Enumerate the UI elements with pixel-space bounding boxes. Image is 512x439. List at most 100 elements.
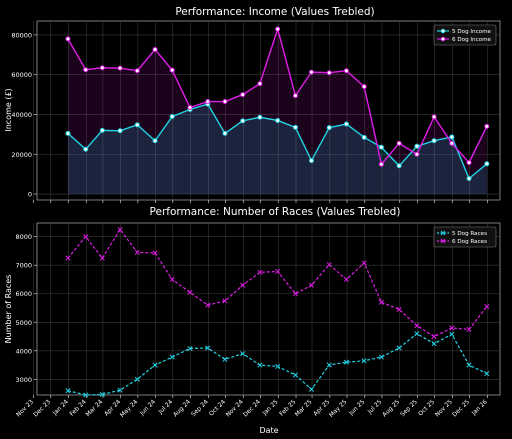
point xyxy=(187,289,193,295)
y-tick-label: 8000 xyxy=(15,233,32,241)
races-plot-area xyxy=(36,222,501,396)
income-y-axis-label: Income (£) xyxy=(4,88,13,131)
legend-item[interactable]: 6 Dog Income xyxy=(437,36,492,43)
point xyxy=(431,333,437,340)
income-chart-title: Performance: Income (Values Trebled) xyxy=(175,6,374,18)
races-series xyxy=(65,227,490,398)
point xyxy=(414,323,420,329)
point xyxy=(414,143,420,149)
y-tick-label: 3000 xyxy=(15,376,32,384)
point xyxy=(361,84,367,90)
point xyxy=(449,140,455,146)
point xyxy=(275,363,281,370)
point xyxy=(117,65,123,71)
y-tick-label: 7000 xyxy=(15,262,32,270)
point xyxy=(361,134,367,140)
point xyxy=(117,387,123,393)
point xyxy=(83,234,89,240)
point xyxy=(326,362,332,368)
income-plot-area xyxy=(36,20,501,201)
point xyxy=(431,138,437,144)
point xyxy=(466,176,472,182)
point xyxy=(257,362,263,368)
point xyxy=(449,325,455,331)
legend-label: 6 Dog Income xyxy=(452,37,492,43)
y-tick-label: 40000 xyxy=(11,111,32,119)
point xyxy=(99,127,105,133)
y-tick-label: 60000 xyxy=(11,71,32,79)
point xyxy=(343,121,349,127)
point xyxy=(152,362,158,368)
races-legend[interactable]: 5 Dog Races 6 Dog Races xyxy=(433,226,497,248)
point xyxy=(326,262,332,268)
point xyxy=(343,359,349,365)
point xyxy=(431,114,437,120)
point xyxy=(65,388,71,394)
point xyxy=(205,99,211,105)
point xyxy=(83,146,89,152)
point xyxy=(257,114,263,120)
point xyxy=(308,158,314,164)
point xyxy=(484,123,490,129)
y-tick-label: 6000 xyxy=(15,290,32,298)
point xyxy=(414,151,420,157)
y-tick-label: 20000 xyxy=(11,151,32,159)
y-tick-label: 80000 xyxy=(11,31,32,39)
point xyxy=(378,354,384,360)
point xyxy=(308,69,314,75)
point xyxy=(396,163,402,169)
point xyxy=(378,144,384,150)
point xyxy=(83,67,89,73)
point xyxy=(83,392,89,398)
income-y-ticks: 0 20000 40000 60000 80000 xyxy=(11,31,37,199)
point xyxy=(292,372,298,378)
point xyxy=(414,331,420,337)
point xyxy=(99,65,105,71)
point xyxy=(449,331,455,337)
legend-item[interactable]: 6 Dog Races xyxy=(437,238,487,245)
area-0 xyxy=(67,104,487,195)
point xyxy=(396,345,402,351)
legend-label: 5 Dog Races xyxy=(452,231,487,237)
point xyxy=(240,92,246,98)
point xyxy=(292,93,298,99)
area-1 xyxy=(67,28,487,195)
point xyxy=(292,124,298,130)
point xyxy=(378,299,384,305)
point xyxy=(308,386,315,392)
point xyxy=(169,67,175,73)
point xyxy=(222,356,228,362)
races-x-axis-label: Date xyxy=(259,426,278,435)
legend-label: 6 Dog Races xyxy=(452,239,487,245)
point xyxy=(99,255,105,261)
point xyxy=(257,269,263,275)
point xyxy=(65,36,71,42)
point xyxy=(361,358,367,364)
races-chart-title: Performance: Number of Races (Values Tre… xyxy=(150,206,401,218)
point xyxy=(240,118,246,124)
point xyxy=(275,268,281,275)
legend-item[interactable]: 5 Dog Races xyxy=(437,230,487,237)
income-series xyxy=(65,26,490,195)
point xyxy=(240,282,246,288)
point xyxy=(466,160,472,166)
income-x-ticks xyxy=(33,200,488,203)
point xyxy=(65,255,71,261)
point xyxy=(449,134,455,140)
point xyxy=(205,345,211,351)
point xyxy=(292,291,298,297)
point xyxy=(326,125,332,131)
point xyxy=(431,341,437,347)
legend-item[interactable]: 5 Dog Income xyxy=(437,28,492,35)
y-tick-label: 5000 xyxy=(15,319,32,327)
point xyxy=(308,282,315,288)
point xyxy=(326,70,332,76)
point xyxy=(484,371,490,377)
races-y-axis-label: Number of Races xyxy=(4,275,13,344)
point xyxy=(466,326,472,332)
legend-frame xyxy=(433,226,497,248)
income-legend[interactable]: 5 Dog Income 6 Dog Income xyxy=(433,24,497,46)
point xyxy=(117,227,123,233)
legend-frame xyxy=(433,24,497,46)
point xyxy=(187,105,193,111)
